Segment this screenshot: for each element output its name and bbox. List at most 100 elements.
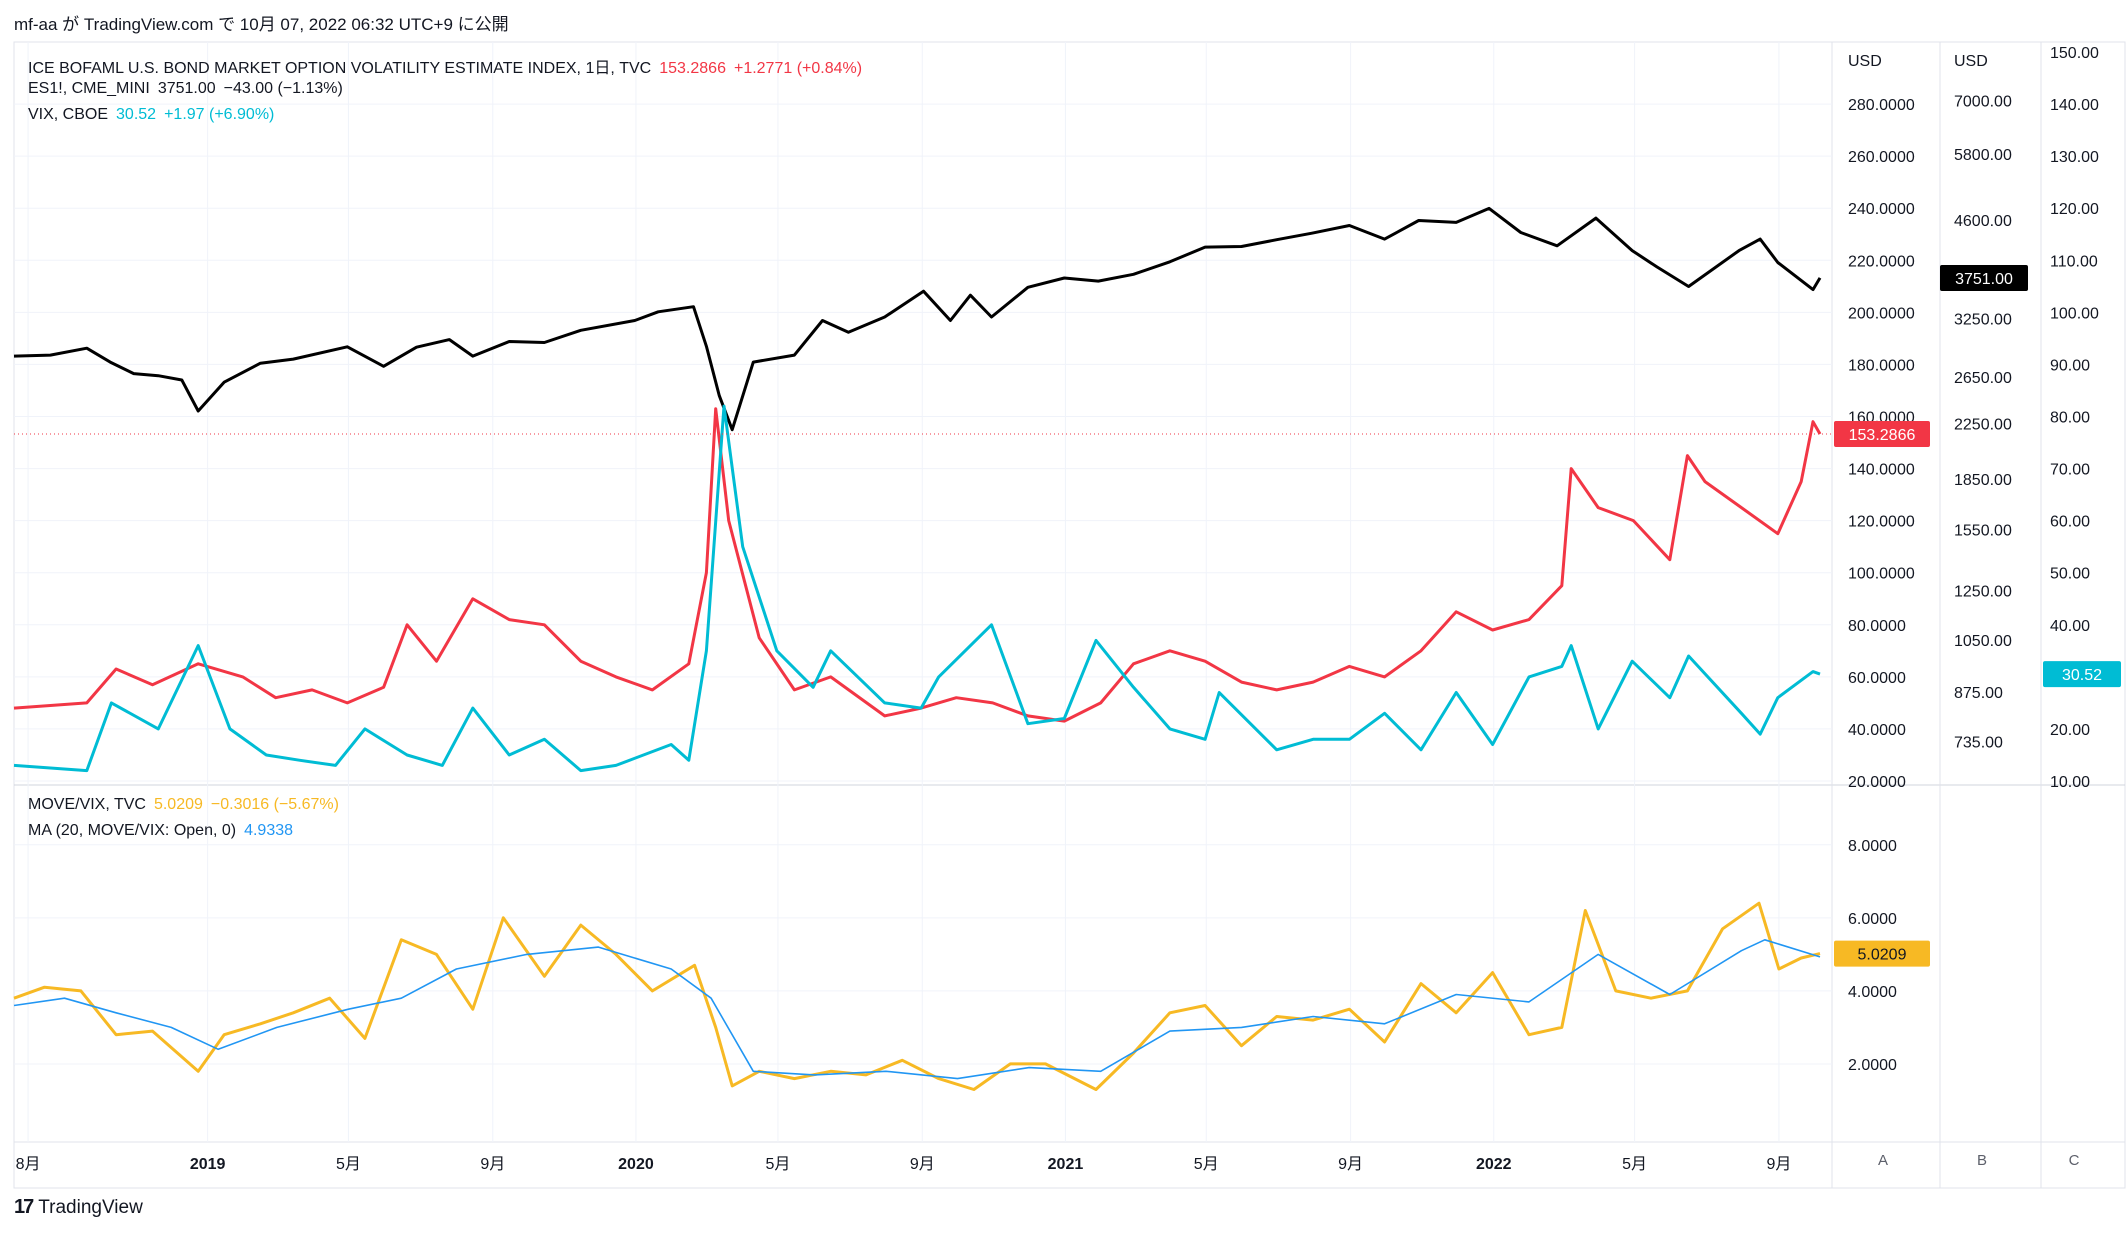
legend-value: 5.0209 [153,796,203,813]
y-tick-label: 50.00 [2050,566,2090,583]
axes-layer: 8月 2019 5月 9月 2020 5月 9月 2021 5月 9月 2022 5月 9月 280.00… [16,45,2121,1173]
series-line-vix [13,404,1821,773]
y-tick-label: 60.00 [2050,514,2090,531]
y-tick-label: 3250.00 [1954,312,2012,329]
scale-button-b[interactable]: B [1976,1152,1987,1169]
x-tick-label: 8月 [16,1156,41,1173]
footer: 17 TradingView [14,1196,143,1219]
y-tick-label: 20.0000 [1848,774,1906,791]
y-tick-label: 875.00 [1954,685,2003,702]
last-value-label: 3751.00 [1955,271,2013,288]
x-tick-label: 2022 [1476,1156,1512,1173]
x-tick-label: 5月 [1194,1156,1219,1173]
legend-row: ICE BOFAML U.S. BOND MARKET OPTION VOLAT… [28,54,870,80]
legend-value: 30.52 [116,106,157,123]
y-tick-label: 80.0000 [1848,618,1906,635]
y-tick-label: 140.00 [2050,97,2099,114]
y-tick-label: 40.0000 [1848,722,1906,739]
series-line-es1- [13,206,1822,432]
chart-border [13,41,2126,1189]
last-value-label: 153.2866 [1849,427,1916,444]
y-tick-label: 180.0000 [1848,357,1915,374]
legend-name: MA (20, MOVE/VIX: Open, 0) [28,822,237,839]
y-tick-label: 260.0000 [1848,149,1915,166]
grid [14,42,1832,1142]
y-tick-label: 4.0000 [1848,984,1897,1001]
y-tick-label: 220.0000 [1848,253,1915,270]
chart-frame [13,41,2126,1189]
legend-row: MA (20, MOVE/VIX: Open, 0) 4.9338 [28,822,347,848]
x-tick-label: 5月 [336,1156,361,1173]
legend-value: 3751.00 [157,80,216,97]
legend-change: +1.2771 (+0.84%) [733,60,863,77]
x-tick-label: 9月 [1766,1156,1791,1173]
legend-bottom: MOVE/VIX, TVC 5.0209 −0.3016 (−5.67%) MA (… [28,796,347,848]
y-tick-label: 2.0000 [1848,1057,1897,1074]
x-tick-label: 2020 [618,1156,654,1173]
series-line-move [13,407,1822,723]
legend-change: +1.97 (+6.90%) [164,106,275,123]
last-value-label: 30.52 [2062,667,2102,684]
last-value-badge [1940,264,2028,291]
y-tick-label: 1050.00 [1954,633,2012,650]
y-tick-label: 140.0000 [1848,462,1915,479]
legend-row: MOVE/VIX, TVC 5.0209 −0.3016 (−5.67%) [28,796,347,822]
publish-header: mf-aa が TradingView.com で 10月 07, 2022 0… [14,15,509,34]
x-tick-label: 9月 [480,1156,505,1173]
tradingview-logo-icon: 17 [14,1196,34,1218]
last-value-label: 5.0209 [1858,947,1907,964]
y-tick-label: 2650.00 [1954,370,2012,387]
legend-value: 153.2866 [659,60,726,77]
x-tick-label: 5月 [765,1156,790,1173]
last-value-badge [1834,420,1930,447]
y-tick-label: 100.0000 [1848,566,1915,583]
legend-name: MOVE/VIX, TVC [28,796,146,813]
last-value-badge [2043,661,2121,688]
y-tick-label: 240.0000 [1848,201,1915,218]
y-tick-label: 90.00 [2050,357,2090,374]
y-tick-label: 6.0000 [1848,911,1897,928]
y-tick-label: 120.0000 [1848,514,1915,531]
axis-unit-label: USD [1848,53,1882,70]
y-tick-label: 2250.00 [1954,416,2012,433]
y-tick-label: 130.00 [2050,149,2099,166]
legend-name: VIX, CBOE [28,106,109,123]
series-layer [13,206,1832,1091]
legend-top: ICE BOFAML U.S. BOND MARKET OPTION VOLAT… [28,54,870,132]
y-tick-label: 735.00 [1954,735,2003,752]
x-tick-label: 5月 [1622,1156,1647,1173]
x-tick-label: 2019 [190,1156,226,1173]
footer-brand: TradingView [38,1196,143,1218]
y-tick-label: 5800.00 [1954,147,2012,164]
y-tick-label: 7000.00 [1954,93,2012,110]
y-tick-label: 1850.00 [1954,472,2012,489]
legend-row: ES1!, CME_MINI 3751.00 −43.00 (−1.13%) [28,80,870,106]
y-tick-label: 20.00 [2050,722,2090,739]
y-tick-label: 120.00 [2050,201,2099,218]
y-tick-label: 280.0000 [1848,97,1915,114]
legend-change: −43.00 (−1.13%) [223,80,343,97]
y-tick-label: 100.00 [2050,305,2099,322]
x-tick-label: 9月 [1338,1156,1363,1173]
scale-button-a[interactable]: A [1877,1152,1888,1169]
y-tick-label: 70.00 [2050,462,2090,479]
legend-change: −0.3016 (−5.67%) [210,796,339,813]
y-tick-label: 110.00 [2050,253,2098,270]
last-value-badge [1834,940,1930,967]
y-tick-label: 80.00 [2050,410,2090,427]
x-tick-label: 2021 [1048,1156,1084,1173]
y-tick-label: 1250.00 [1954,584,2012,601]
axis-unit-label: USD [1954,53,1988,70]
y-tick-label: 60.0000 [1848,670,1906,687]
y-tick-label: 40.00 [2050,618,2090,635]
y-tick-label: 4600.00 [1954,213,2012,230]
series-line-ma-20-move-vix-open-0- [13,939,1821,1080]
y-tick-label: 150.00 [2050,45,2099,62]
scale-button-c[interactable]: C [2068,1152,2080,1169]
legend-row: VIX, CBOE 30.52 +1.97 (+6.90%) [28,106,870,132]
y-tick-label: 10.00 [2050,774,2090,791]
series-line-move-vix [13,901,1821,1091]
y-tick-label: 1550.00 [1954,522,2012,539]
y-tick-label: 200.0000 [1848,305,1915,322]
